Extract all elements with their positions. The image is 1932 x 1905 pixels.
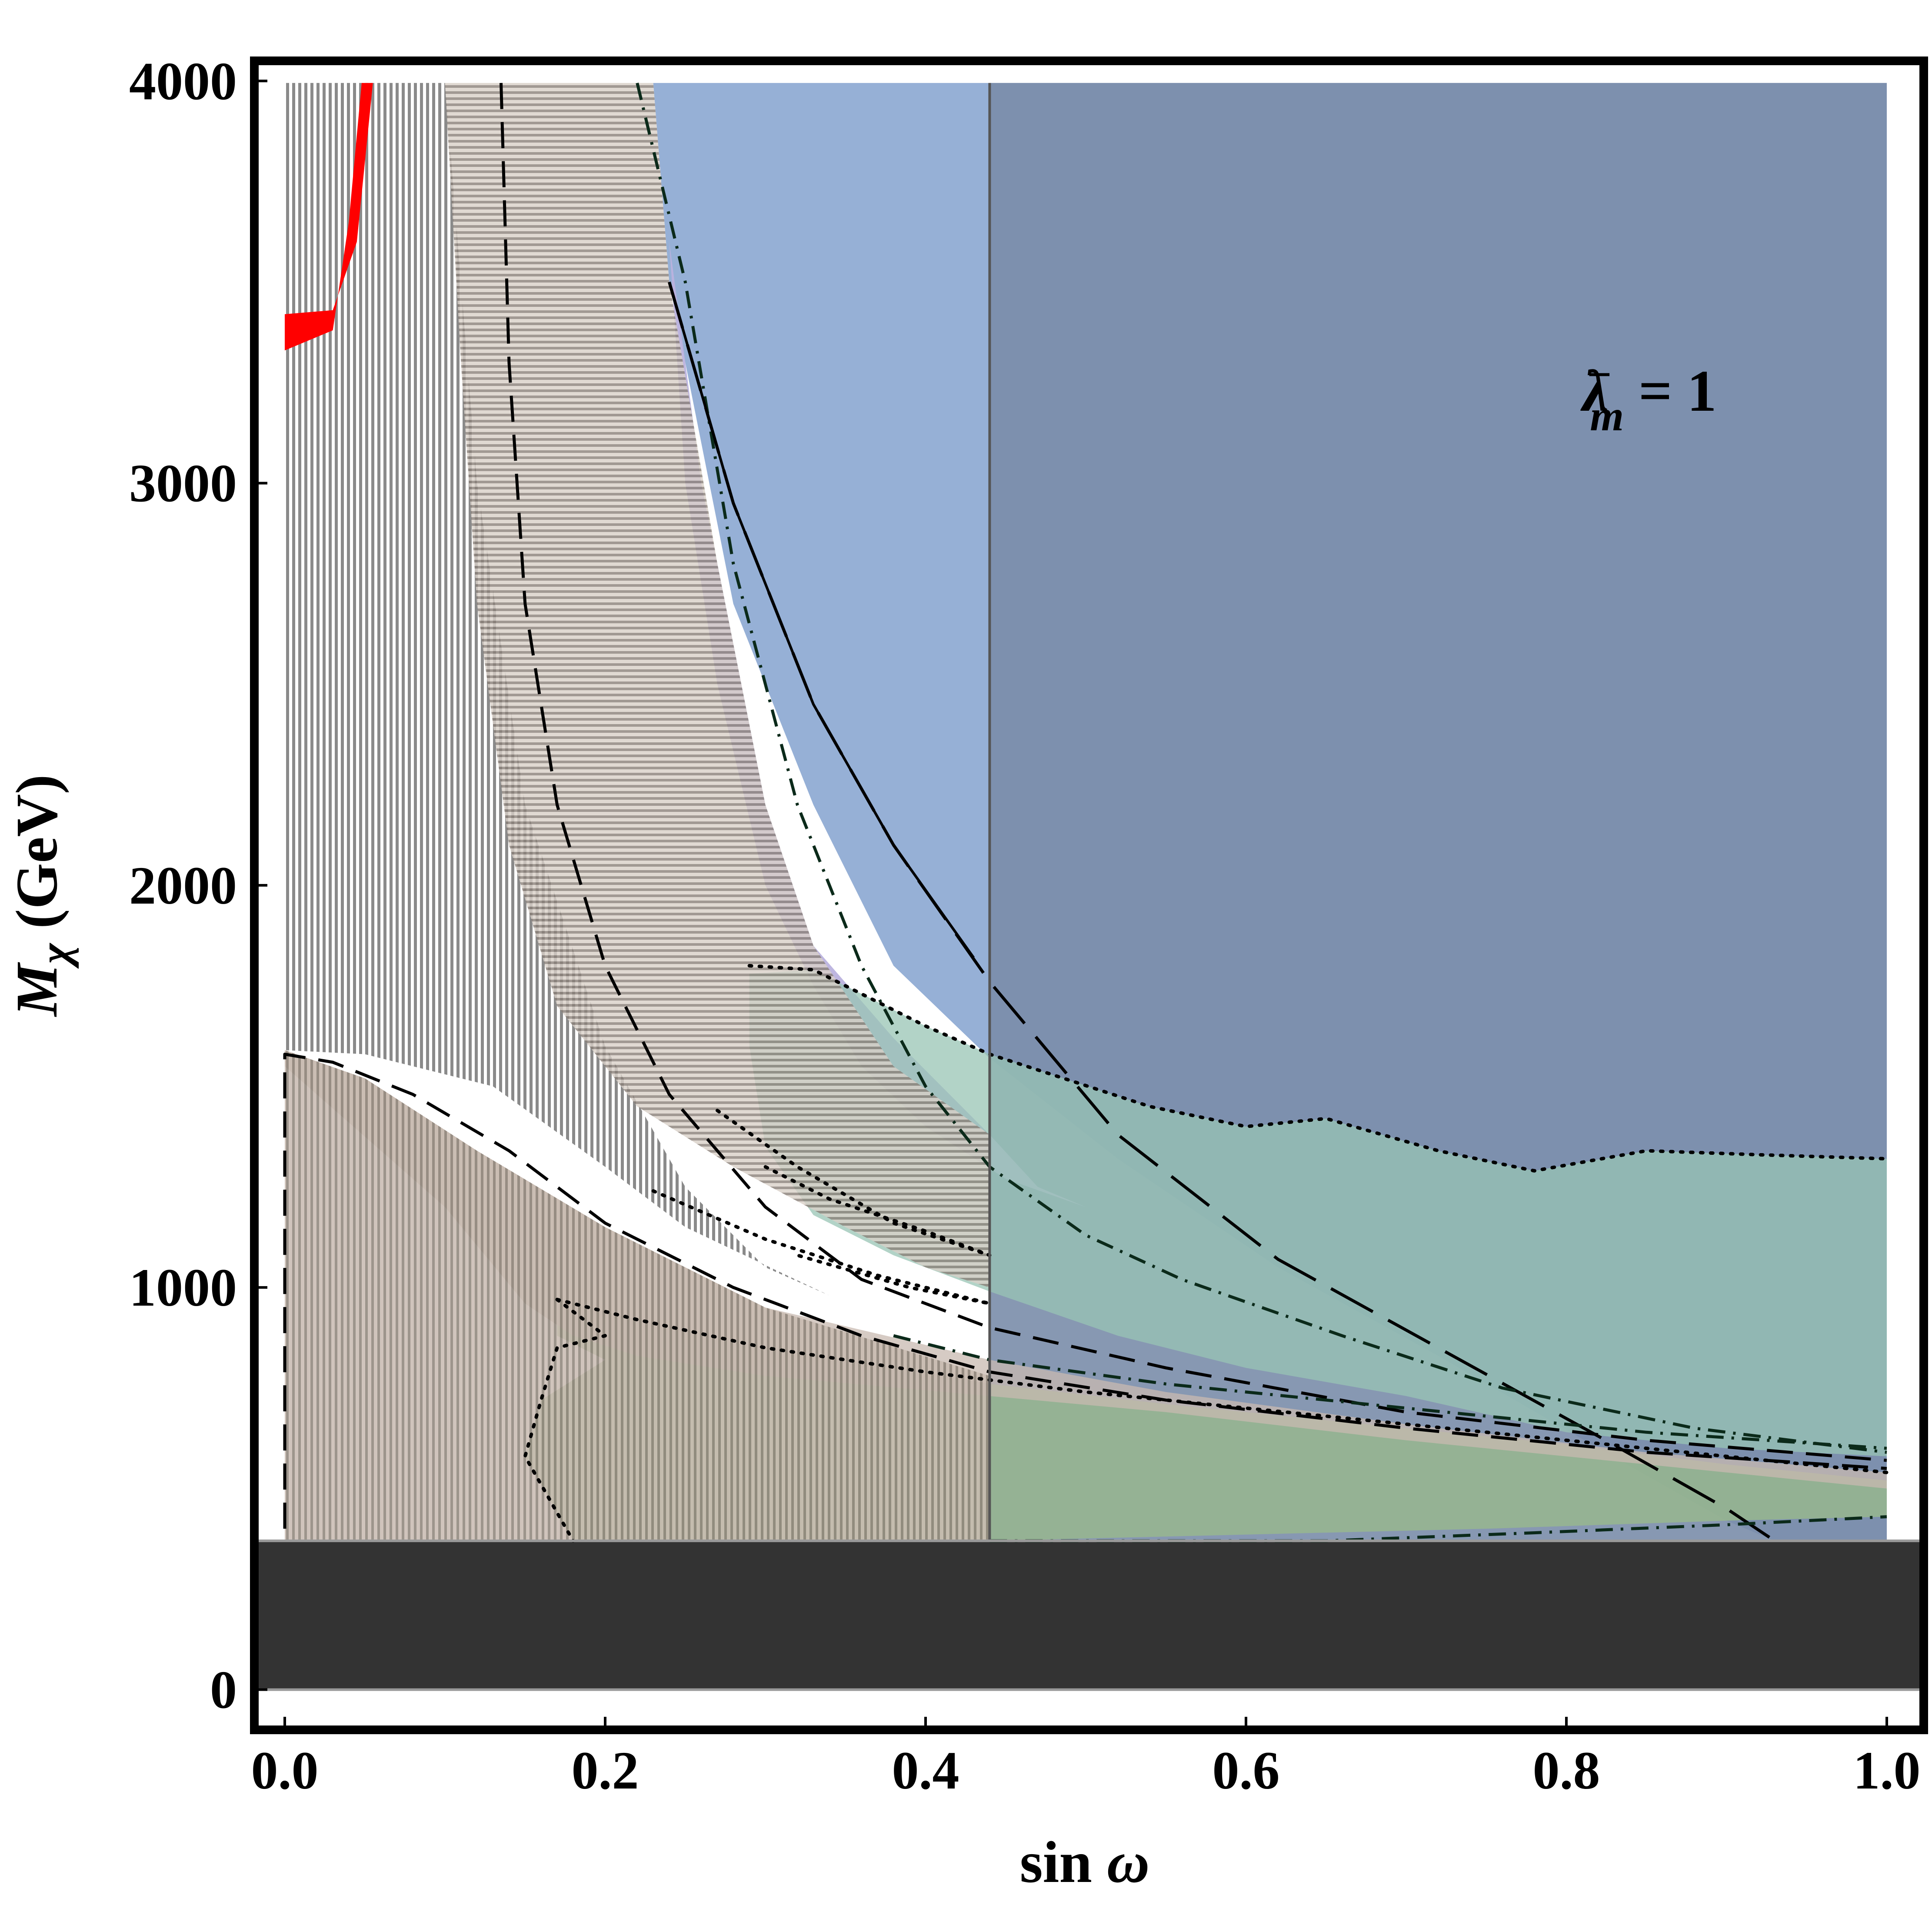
y-tick-label-0: 0 <box>210 1660 237 1719</box>
series-black-band-0 <box>254 1541 1924 1690</box>
lambda-subscript: m <box>1590 392 1624 440</box>
y-axis-title-unit: (GeV) <box>4 775 70 944</box>
plot-frame <box>250 57 1928 1734</box>
series-solid-curve-22 <box>668 282 975 959</box>
series-long-dash-13 <box>668 281 1776 1543</box>
series-dotted-18 <box>555 1297 1889 1474</box>
x-axis-title-main: sin <box>1020 1830 1107 1895</box>
lambda-value: = 1 <box>1624 359 1717 424</box>
x-tick-label-4: 0.8 <box>1533 1741 1600 1800</box>
series-teal-region-4 <box>749 970 1887 1456</box>
x-tick-label-5: 1.0 <box>1853 1741 1921 1800</box>
series-dotted-19 <box>523 1297 607 1543</box>
x-tick-label-2: 0.4 <box>892 1741 959 1800</box>
series-dotted-17 <box>747 964 1889 1173</box>
series-tan-hatch-mid-9 <box>445 83 990 1288</box>
series-grey-hatch-8 <box>285 83 829 1296</box>
y-tick-label-1: 1000 <box>129 1258 237 1317</box>
x-tick-label-1: 0.2 <box>572 1741 639 1800</box>
x-tick-label-0: 0.0 <box>251 1741 319 1800</box>
plot-regions <box>254 83 1924 1690</box>
series-dotted-21 <box>651 1189 992 1306</box>
series-dashed-11 <box>500 83 1887 1462</box>
lambda-superscript: − <box>1587 350 1612 399</box>
y-axis-title: Mχ (GeV) <box>4 775 79 1017</box>
axis-ticks: 0.0 0.2 0.4 0.6 0.8 1.0 0 1000 2000 3000 4000 <box>129 51 1921 1800</box>
y-tick-label-3: 3000 <box>129 454 237 513</box>
plot-curves <box>254 83 1924 1691</box>
series-tan-hatch-7 <box>285 1050 990 1541</box>
series-red-band-10 <box>285 83 373 351</box>
x-axis-title: sin ω <box>1020 1830 1150 1895</box>
lambda-symbol: λ <box>1580 359 1609 424</box>
y-tick-label-4: 4000 <box>129 51 237 111</box>
x-axis-title-symbol: ω <box>1107 1830 1149 1895</box>
y-tick-label-2: 2000 <box>129 856 237 915</box>
x-tick-label-3: 0.6 <box>1212 1741 1280 1800</box>
lambda-annotation: λ− m = 1 <box>1580 350 1717 440</box>
y-axis-title-main: M <box>4 962 70 1017</box>
series-dash-dot-15 <box>893 1334 1887 1450</box>
series-dashed-12 <box>283 1053 1887 1529</box>
